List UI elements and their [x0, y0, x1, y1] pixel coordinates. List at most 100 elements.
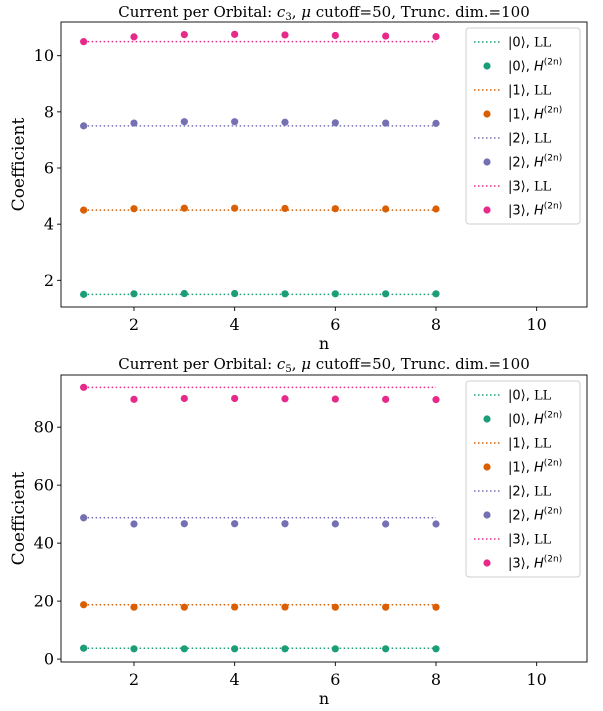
series-0-point	[130, 645, 138, 653]
legend-ll-label: |1⟩, LL	[508, 437, 552, 452]
title-suffix: cutoff=50, Trunc. dim.=100	[311, 355, 530, 373]
series-0-point	[432, 645, 440, 653]
legend-ll-label: |1⟩, LL	[508, 84, 552, 99]
title-symbol: c	[277, 355, 286, 373]
legend: |0⟩, LL |0⟩, H(2n) |1⟩, LL |1⟩, H(2n) |2⟩, L…	[465, 380, 581, 578]
x-tick-label: 2	[129, 670, 139, 689]
x-axis-label: n	[319, 689, 329, 708]
series-0-point	[281, 290, 289, 298]
legend-h-label: |2⟩, H(2n)	[508, 507, 562, 524]
legend-h-swatch	[483, 206, 491, 214]
legend-h-label: |1⟩, H(2n)	[508, 459, 562, 476]
series-0-point	[432, 290, 440, 298]
legend-h-label: |3⟩, H(2n)	[508, 555, 562, 572]
x-tick-label: 6	[330, 315, 340, 334]
series-3-point	[130, 395, 138, 403]
legend-ll-label: |3⟩, LL	[508, 180, 552, 195]
y-tick-label: 40	[34, 534, 54, 553]
y-axis-label: Coefficient	[9, 118, 29, 212]
x-tick-label: 2	[129, 315, 139, 334]
legend-h-label: |1⟩, H(2n)	[508, 106, 562, 123]
series-0-point	[80, 290, 88, 298]
x-tick-label: 6	[330, 670, 340, 689]
series-2-point	[231, 118, 239, 126]
series-3-point	[180, 394, 188, 403]
series-3-point	[382, 32, 390, 40]
series-2-point	[231, 520, 239, 528]
legend-ll-label: |0⟩, LL	[508, 389, 552, 404]
series-0-point	[231, 289, 239, 298]
series-3-point	[231, 30, 239, 38]
legend-h-swatch	[483, 511, 491, 519]
series-3-point	[281, 31, 289, 39]
series-3-point	[331, 31, 339, 40]
series-0-point	[80, 644, 88, 652]
x-tick-label: 4	[230, 670, 240, 689]
title-prefix: Current per Orbital:	[118, 3, 277, 21]
x-tick-label: 8	[431, 315, 441, 334]
y-tick-label: 4	[44, 215, 54, 234]
series-3-point	[432, 396, 440, 404]
series-1-point	[231, 204, 239, 212]
series-1-point	[281, 204, 289, 213]
chart-title: Current per Orbital: c3, μ cutoff=50, Tr…	[118, 3, 530, 23]
series-3-point	[231, 394, 239, 403]
series-3-point	[382, 395, 390, 403]
title-mu: μ	[301, 3, 311, 21]
series-1-point	[130, 205, 138, 213]
series-2-point	[331, 119, 339, 127]
series-1-point	[80, 206, 88, 214]
legend-h-label: |0⟩, H(2n)	[508, 411, 562, 428]
legend-ll-label: |3⟩, LL	[508, 533, 552, 548]
series-0-point	[382, 645, 390, 653]
series-1-point	[80, 601, 88, 609]
legend: |0⟩, LL |0⟩, H(2n) |1⟩, LL |1⟩, H(2n) |2⟩, L…	[465, 27, 581, 225]
y-tick-label: 20	[34, 592, 54, 611]
y-tick-label: 0	[44, 650, 54, 669]
legend-h-swatch	[483, 415, 491, 423]
chart-title: Current per Orbital: c5, μ cutoff=50, Tr…	[118, 355, 530, 375]
series-0-point	[180, 645, 188, 653]
series-3-point	[281, 395, 289, 403]
x-tick-label: 4	[230, 315, 240, 334]
series-0-point	[180, 289, 188, 298]
series-0-point	[130, 290, 138, 298]
series-1-point	[231, 603, 239, 611]
y-tick-label: 8	[44, 102, 54, 121]
series-2-point	[432, 119, 440, 127]
title-mu: μ	[301, 355, 311, 373]
series-3-point	[331, 395, 339, 403]
series-1-point	[281, 603, 289, 611]
x-tick-label: 8	[431, 670, 441, 689]
legend-box	[465, 27, 581, 225]
series-0-point	[331, 290, 339, 298]
series-1-point	[331, 205, 339, 213]
axes-frame	[60, 21, 588, 308]
axes-frame	[60, 374, 588, 663]
series-3-point	[432, 33, 440, 41]
y-axis-label: Coefficient	[9, 472, 29, 566]
series-2-point	[281, 520, 289, 528]
legend-h-label: |0⟩, H(2n)	[508, 58, 562, 75]
series-2-point	[281, 118, 289, 126]
series-2-point	[130, 119, 138, 127]
legend-ll-label: |0⟩, LL	[508, 36, 552, 51]
series-1-point	[382, 205, 390, 213]
y-tick-label: 6	[44, 159, 54, 178]
legend-h-label: |3⟩, H(2n)	[508, 202, 562, 219]
series-1-point	[180, 204, 188, 212]
title-suffix: cutoff=50, Trunc. dim.=100	[311, 3, 530, 21]
series-0-point	[382, 290, 390, 298]
series-2-point	[432, 520, 440, 528]
series-3-point	[130, 33, 138, 41]
chart-c3: Current per Orbital: c3, μ cutoff=50, Tr…	[9, 3, 588, 353]
series-2-point	[180, 118, 188, 126]
series-2-point	[382, 520, 390, 528]
legend-ll-label: |2⟩, LL	[508, 485, 552, 500]
legend-h-swatch	[483, 158, 491, 166]
series-1-point	[432, 603, 440, 611]
series-2-point	[180, 520, 188, 528]
title-prefix: Current per Orbital:	[118, 355, 277, 373]
y-tick-label: 80	[34, 418, 54, 437]
